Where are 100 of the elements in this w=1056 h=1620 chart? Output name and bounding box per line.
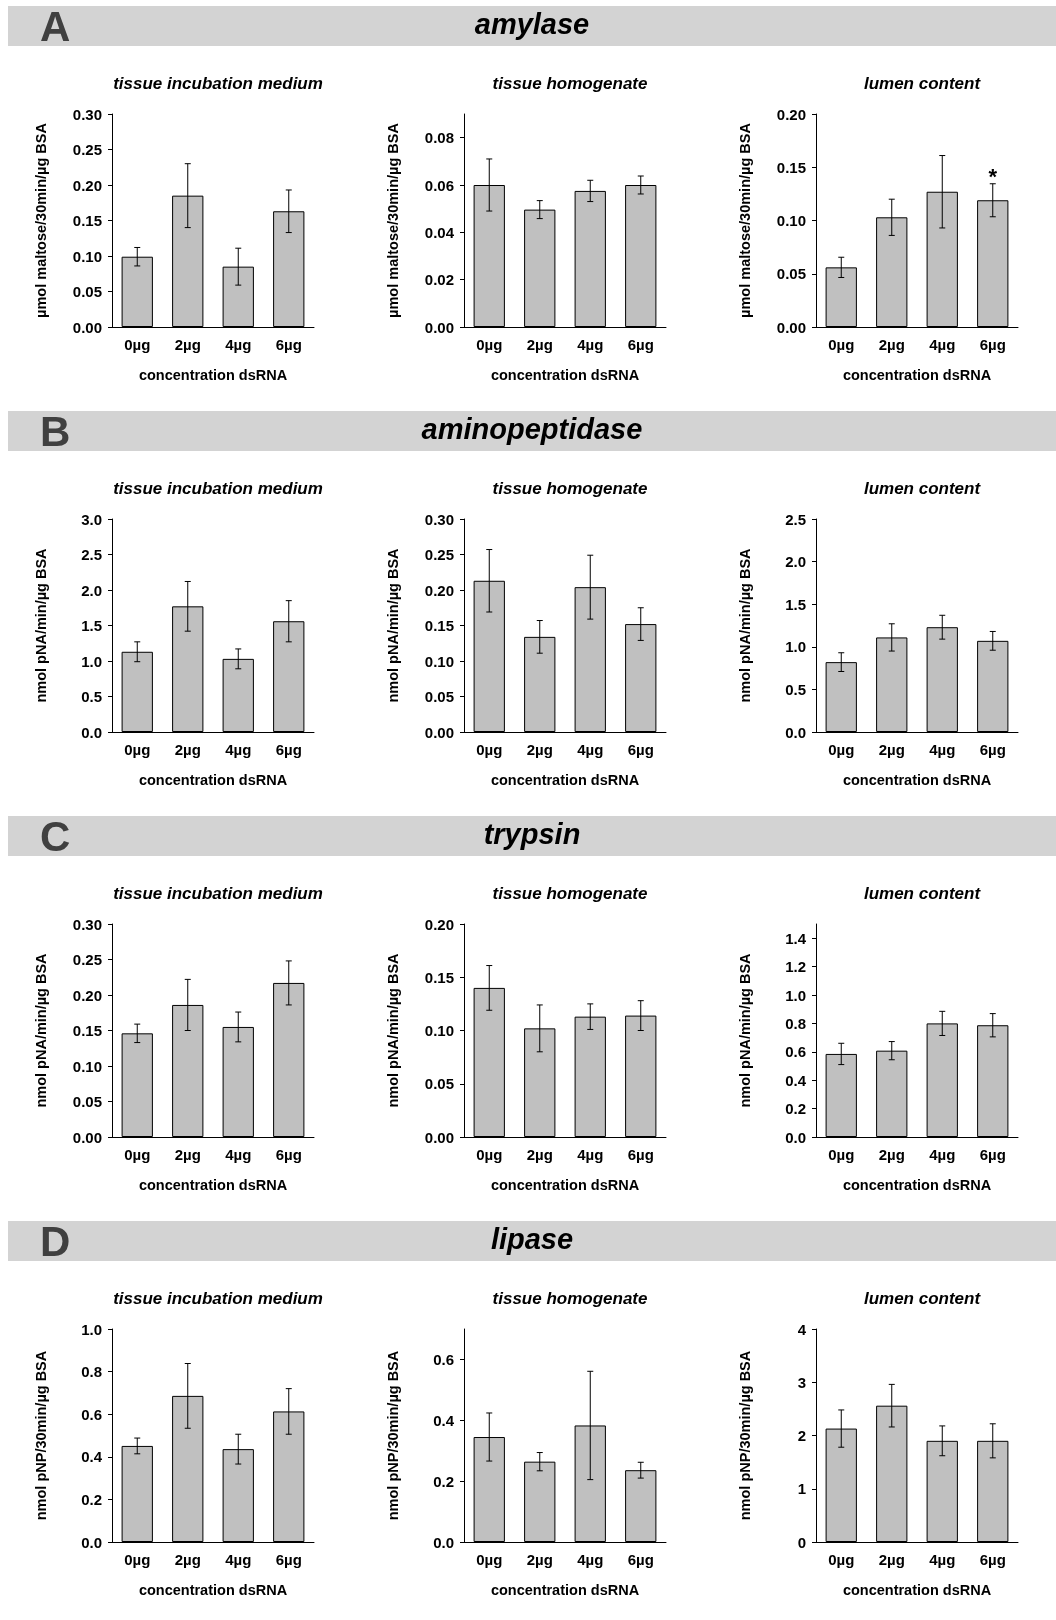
y-tick-label: 0.02 — [424, 271, 454, 289]
y-tick-label: 1.0 — [81, 1320, 102, 1338]
y-tick-label: 1.5 — [785, 595, 806, 613]
y-tick-label: 0.10 — [72, 247, 102, 265]
y-tick-label: 0.20 — [776, 105, 806, 123]
y-axis-title: nmol pNA/min/µg BSA — [32, 952, 49, 1108]
x-tick-label: 4µg — [577, 741, 604, 758]
x-tick-label: 2µg — [878, 1146, 905, 1163]
x-axis-title: concentration dsRNA — [842, 1176, 992, 1193]
y-tick-label: 0.20 — [424, 915, 454, 933]
x-tick-label: 0µg — [124, 1146, 151, 1163]
x-axis-title: concentration dsRNA — [490, 1581, 640, 1598]
y-tick-label: 0.5 — [785, 680, 806, 698]
y-tick-label: 0.0 — [81, 723, 102, 741]
x-tick-label: 0µg — [124, 336, 151, 353]
text: aminopeptidase — [421, 413, 643, 445]
x-tick-label: 6µg — [979, 1146, 1006, 1163]
x-axis-title: concentration dsRNA — [138, 1581, 288, 1598]
x-tick-label: 6µg — [979, 1551, 1006, 1568]
chart-title: tissue incubation medium — [113, 884, 323, 903]
y-tick-label: 0.05 — [72, 1093, 102, 1110]
text: D — [40, 1218, 71, 1266]
x-tick-label: 4µg — [225, 336, 252, 353]
y-tick-label: 1.4 — [785, 929, 807, 947]
x-tick-label: 4µg — [577, 1551, 604, 1568]
y-axis-title: nmol pNA/min/µg BSA — [32, 547, 49, 703]
y-tick-label: 2.0 — [785, 553, 806, 571]
x-tick-label: 2µg — [878, 1551, 905, 1568]
y-tick-label: 3.0 — [81, 510, 102, 528]
y-tick-label: 0.05 — [72, 283, 102, 300]
y-tick-label: 1 — [797, 1480, 806, 1498]
x-tick-label: 4µg — [577, 336, 604, 353]
x-tick-label: 0µg — [476, 336, 503, 353]
x-tick-label: 4µg — [225, 1146, 252, 1163]
y-tick-label: 0.06 — [424, 176, 454, 194]
x-tick-label: 2µg — [174, 1146, 201, 1163]
x-tick-label: 6µg — [979, 336, 1006, 353]
y-axis-title: nmol pNA/min/µg BSA — [384, 952, 401, 1108]
y-tick-label: 0.00 — [776, 318, 806, 336]
x-tick-label: 4µg — [929, 1551, 956, 1568]
y-tick-label: 0.8 — [785, 1014, 806, 1032]
x-tick-label: 0µg — [828, 741, 855, 758]
x-tick-label: 6µg — [275, 741, 302, 758]
y-tick-label: 0.6 — [433, 1350, 454, 1368]
y-tick-label: 0.05 — [776, 265, 806, 283]
y-tick-label: 0.6 — [81, 1405, 102, 1423]
x-tick-label: 4µg — [929, 336, 956, 353]
x-tick-label: 6µg — [275, 336, 302, 353]
y-tick-label: 1.0 — [81, 652, 102, 670]
x-tick-label: 2µg — [878, 336, 905, 353]
y-tick-label: 0.2 — [785, 1100, 806, 1118]
x-tick-label: 6µg — [627, 336, 654, 353]
y-tick-label: 2.0 — [81, 581, 102, 599]
y-tick-label: 0.10 — [776, 212, 806, 229]
y-tick-label: 2 — [797, 1427, 806, 1444]
y-tick-label: 0.15 — [424, 617, 454, 634]
chart-title: tissue incubation medium — [113, 1289, 323, 1308]
x-tick-label: 4µg — [225, 1551, 252, 1568]
y-tick-label: 0.15 — [72, 1022, 102, 1039]
x-tick-label: 2µg — [526, 336, 553, 353]
y-tick-label: 0.25 — [72, 141, 102, 158]
x-axis-title: concentration dsRNA — [138, 1176, 288, 1193]
y-tick-label: 0.10 — [424, 1022, 454, 1039]
x-axis-title: concentration dsRNA — [842, 1581, 992, 1598]
y-tick-label: 0.15 — [776, 158, 806, 176]
chart-title: lumen content — [863, 884, 982, 903]
x-tick-label: 0µg — [124, 741, 151, 758]
y-tick-label: 0.08 — [424, 129, 454, 147]
x-tick-label: 6µg — [275, 1551, 302, 1568]
x-tick-label: 0µg — [828, 336, 855, 353]
x-tick-label: 0µg — [476, 1146, 503, 1163]
y-axis-title: µmol maltose/30min/µg BSA — [384, 122, 401, 318]
text: A — [40, 3, 71, 51]
x-tick-label: 6µg — [275, 1146, 302, 1163]
y-tick-label: 0.30 — [72, 105, 102, 123]
x-tick-label: 2µg — [526, 1551, 553, 1568]
y-tick-label: 3 — [797, 1373, 806, 1391]
x-axis-title: concentration dsRNA — [138, 771, 288, 788]
x-tick-label: 2µg — [878, 741, 905, 758]
y-tick-label: 4 — [797, 1320, 807, 1338]
x-tick-label: 4µg — [929, 1146, 956, 1163]
y-tick-label: 0.2 — [433, 1472, 454, 1490]
y-tick-label: 1.0 — [785, 638, 806, 656]
text: trypsin — [483, 818, 581, 850]
x-tick-label: 2µg — [174, 741, 201, 758]
y-axis-title: nmol pNP/30min/µg BSA — [384, 1350, 401, 1521]
text: lipase — [490, 1223, 574, 1255]
x-tick-label: 2µg — [526, 1146, 553, 1163]
y-axis-title: nmol pNA/min/µg BSA — [736, 547, 753, 703]
x-tick-label: 2µg — [174, 1551, 201, 1568]
y-axis-title: nmol pNP/30min/µg BSA — [32, 1350, 49, 1521]
y-tick-label: 0.4 — [81, 1448, 103, 1466]
y-tick-label: 0.00 — [424, 1128, 454, 1146]
y-tick-label: 0.8 — [81, 1363, 102, 1381]
x-tick-label: 6µg — [627, 1146, 654, 1163]
y-tick-label: 0.10 — [72, 1057, 102, 1075]
y-tick-label: 1.2 — [785, 958, 806, 976]
y-tick-label: 0 — [797, 1533, 806, 1551]
x-tick-label: 6µg — [979, 741, 1006, 758]
x-axis-title: concentration dsRNA — [490, 1176, 640, 1193]
